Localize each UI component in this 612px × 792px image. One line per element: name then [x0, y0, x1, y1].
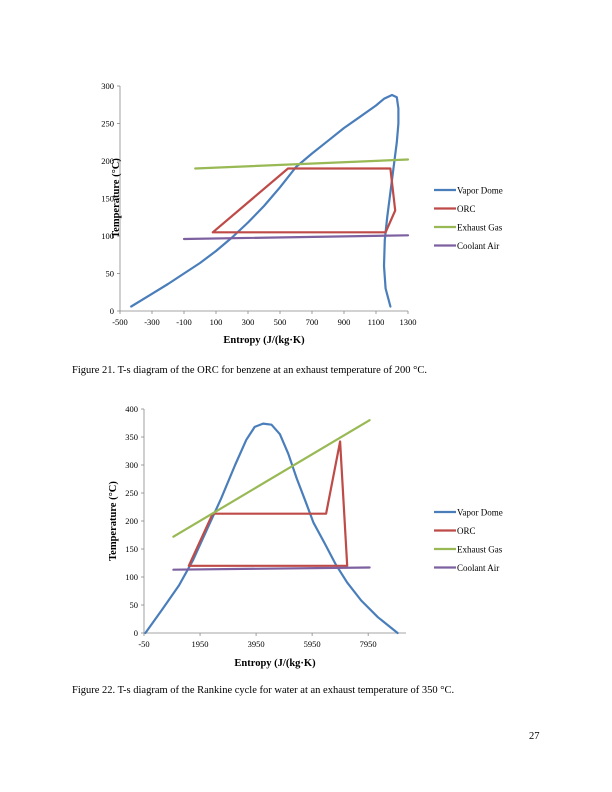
y-axis-title: Temperature (°C)	[108, 481, 119, 561]
figure-21-chart: 0 50 100 150 200 250 300 -500 -300 -100 100 300 500 7…	[101, 81, 503, 346]
y-tick-label: 50	[106, 269, 115, 279]
series-exhaust-gas-line	[172, 419, 371, 538]
series-orc-line	[187, 440, 349, 567]
x-tick-label: 5950	[304, 639, 321, 649]
x-tick-label: 7950	[360, 639, 377, 649]
y-tick-label: 300	[101, 81, 114, 91]
y-tick-label: 300	[125, 460, 138, 470]
y-tick-label: 100	[101, 231, 114, 241]
y-tick-label: 0	[110, 306, 114, 316]
series-orc-line	[211, 167, 397, 234]
x-tick-label: -50	[138, 639, 149, 649]
x-tick-label: 500	[274, 317, 287, 327]
x-tick-label: 900	[338, 317, 351, 327]
x-tick-label: 300	[242, 317, 255, 327]
y-tick-label: 0	[134, 628, 138, 638]
x-tick-label: -500	[112, 317, 128, 327]
series-vapor-dome-line	[130, 93, 400, 308]
y-tick-label: 350	[125, 432, 138, 442]
series-vapor-dome-line	[144, 422, 399, 635]
legend-label: ORC	[457, 204, 476, 214]
x-tick-label: 1300	[400, 317, 417, 327]
legend-label: Coolant Air	[457, 563, 499, 573]
page-number: 27	[529, 731, 540, 742]
legend-label: Exhaust Gas	[457, 223, 503, 233]
series-coolant-air-line	[182, 234, 410, 241]
x-tick-label: 100	[210, 317, 223, 327]
y-tick-label: 150	[101, 194, 114, 204]
series-coolant-air-line	[172, 566, 371, 571]
y-tick-label: 50	[130, 600, 139, 610]
y-tick-label: 250	[101, 119, 114, 129]
series-exhaust-gas-line	[194, 158, 410, 170]
x-tick-label: 1100	[368, 317, 385, 327]
legend-label: ORC	[457, 526, 476, 536]
x-tick-label: -300	[144, 317, 160, 327]
legend-label: Vapor Dome	[457, 186, 503, 196]
x-tick-label: 3950	[248, 639, 265, 649]
y-tick-label: 200	[101, 156, 114, 166]
x-axis-title: Entropy (J/(kg·K)	[223, 335, 305, 346]
x-tick-label: 700	[306, 317, 319, 327]
legend-label: Exhaust Gas	[457, 545, 503, 555]
y-axis-title: Temperature (°C)	[111, 158, 122, 238]
x-tick-label: 1950	[192, 639, 209, 649]
legend-label: Coolant Air	[457, 241, 499, 251]
figure-21-caption: Figure 21. T-s diagram of the ORC for be…	[72, 365, 427, 376]
legend-label: Vapor Dome	[457, 508, 503, 518]
figure-22-chart: 0 50 100 150 200 250 300 350 400 -50 1950 3950 5950 7…	[108, 404, 503, 669]
x-tick-label: -100	[176, 317, 192, 327]
figure-22-caption: Figure 22. T-s diagram of the Rankine cy…	[72, 685, 455, 696]
y-tick-label: 400	[125, 404, 138, 414]
y-tick-label: 150	[125, 544, 138, 554]
x-axis-title: Entropy (J/(kg·K)	[234, 658, 316, 669]
y-tick-label: 250	[125, 488, 138, 498]
y-tick-label: 200	[125, 516, 138, 526]
y-tick-label: 100	[125, 572, 138, 582]
